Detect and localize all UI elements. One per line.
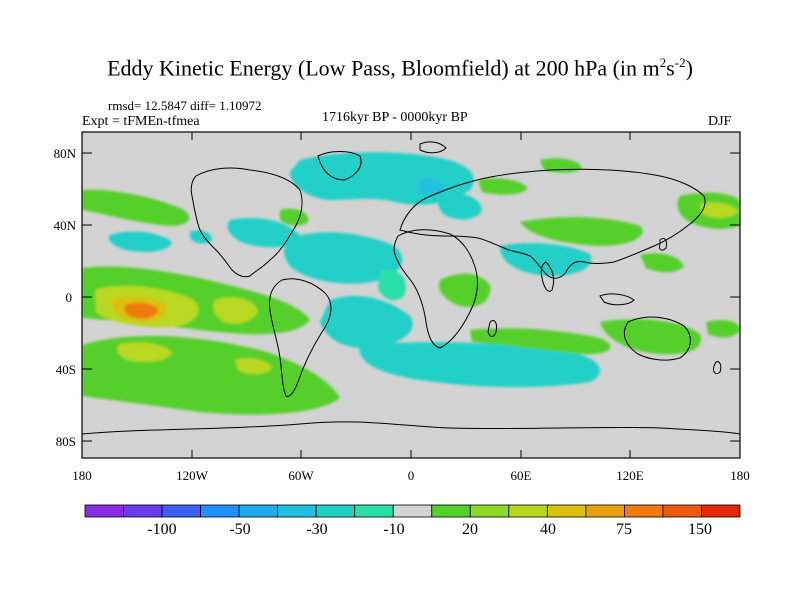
contour-yellow-south-pacific-3 (235, 358, 272, 375)
colorbar-swatch-7 (354, 504, 394, 518)
season-label: DJF (708, 114, 732, 129)
colorbar-label-n10: -10 (383, 521, 404, 538)
colorbar-swatch-2 (161, 504, 201, 518)
contour-cyan-atlantic-2 (378, 269, 406, 301)
lon-label-0: 0 (408, 468, 415, 483)
coast-eurasia (399, 168, 706, 279)
coast-australia (623, 316, 691, 361)
lat-label-40s: 40S (56, 362, 76, 377)
contour-blue-north-atlantic (418, 178, 445, 196)
experiment-label: Expt = tFMEn-tfmea (82, 114, 200, 129)
lon-ticks (191, 132, 631, 458)
colorbar-swatch-9 (431, 504, 471, 518)
colorbar-label-75: 75 (616, 521, 632, 538)
colorbar-swatch-0 (84, 504, 124, 518)
contour-cyan-atlantic-band (284, 232, 403, 284)
chart-title: Eddy Kinetic Energy (Low Pass, Bloomfiel… (107, 55, 693, 81)
colorbar-swatch-10 (469, 504, 510, 518)
contour-cyan-south-atlantic (320, 295, 413, 349)
colorbar-label-40: 40 (540, 521, 556, 538)
lat-label-0: 0 (66, 290, 73, 305)
contour-yellow-north-pacific-east (700, 202, 738, 219)
colorbar-swatch-13 (585, 504, 625, 518)
contour-cyan-north-pacific (108, 231, 172, 252)
lat-label-40n: 40N (54, 218, 77, 233)
contour-red-south-pacific (124, 302, 158, 319)
colorbar-swatch-6 (315, 504, 356, 518)
coastlines (82, 141, 740, 435)
coast-north-america (190, 167, 303, 278)
lon-label-120e: 120E (616, 468, 644, 483)
colorbar-swatch-11 (508, 504, 548, 518)
colorbar-label-n50: -50 (229, 521, 250, 538)
colorbar-swatch-8 (392, 504, 433, 518)
colorbar-swatch-3 (200, 504, 240, 518)
colorbar (84, 504, 741, 518)
colorbar-swatch-4 (238, 504, 279, 518)
colorbar-swatch-12 (546, 504, 587, 518)
contour-green-south-indian (470, 328, 611, 355)
colorbar-labels: -100 -50 -30 -10 20 40 75 150 (147, 521, 712, 538)
contour-yellow-east-pacific (212, 297, 258, 324)
contour-cyan-mid-pacific (227, 217, 300, 248)
coast-antarctica (82, 421, 740, 435)
contour-green-east-australia (706, 320, 740, 338)
contour-green-west-pacific (640, 253, 684, 273)
lat-label-80n: 80N (54, 146, 77, 161)
contour-cyan-south-indian (359, 342, 600, 388)
coast-africa (393, 229, 478, 349)
colorbar-label-n100: -100 (147, 521, 176, 538)
colorbar-swatch-1 (123, 504, 163, 518)
colorbar-label-n30: -30 (306, 521, 327, 538)
lon-label-60e: 60E (511, 468, 532, 483)
contour-green-arctic (478, 178, 528, 195)
rmsd-stats: rmsd= 12.5847 diff= 1.10972 (108, 98, 262, 113)
contour-green-north-pacific-west (82, 189, 190, 226)
lon-label-180e: 180 (730, 468, 750, 483)
colorbar-swatch-16 (701, 504, 741, 518)
coast-japan (659, 237, 667, 251)
period-label: 1716kyr BP - 0000kyr BP (322, 110, 468, 125)
coast-indonesia (599, 293, 635, 306)
colorbar-swatch-14 (624, 504, 664, 518)
contour-cyan-europe (438, 193, 482, 220)
colorbar-swatch-5 (277, 504, 317, 518)
colorbar-label-20: 20 (462, 521, 478, 538)
coast-south-america (269, 278, 332, 397)
coast-india (540, 261, 555, 292)
lon-label-180w: 180 (72, 468, 92, 483)
colorbar-label-150: 150 (688, 521, 712, 538)
lat-ticks (82, 152, 740, 442)
contour-yellow-south-pacific-2 (117, 342, 172, 362)
coast-arctic-islands (419, 141, 447, 154)
lon-label-120w: 120W (176, 468, 209, 483)
lon-label-60w: 60W (288, 468, 314, 483)
colorbar-swatch-15 (662, 504, 702, 518)
contour-green-asia (520, 217, 643, 246)
coast-greenland (317, 151, 362, 181)
coast-new-zealand (713, 361, 722, 375)
lat-label-80s: 80S (56, 434, 76, 449)
ekea-contours (82, 152, 740, 415)
coast-madagascar (487, 319, 497, 337)
